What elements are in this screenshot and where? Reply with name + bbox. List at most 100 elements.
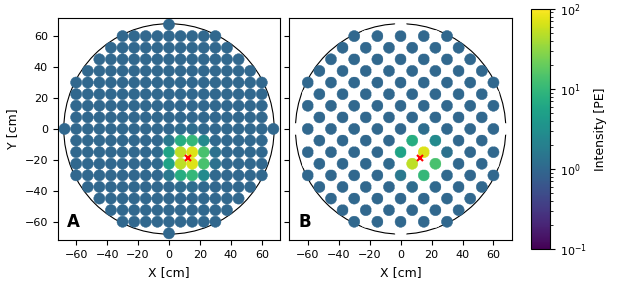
Circle shape: [360, 65, 371, 76]
Circle shape: [383, 54, 395, 65]
Circle shape: [129, 100, 140, 111]
Circle shape: [187, 181, 198, 193]
Circle shape: [430, 193, 441, 204]
Circle shape: [360, 112, 371, 123]
Circle shape: [395, 193, 406, 204]
Circle shape: [395, 216, 406, 227]
Circle shape: [326, 158, 337, 169]
Circle shape: [383, 65, 395, 76]
Circle shape: [117, 77, 128, 88]
Circle shape: [163, 135, 175, 146]
Circle shape: [349, 216, 360, 227]
Circle shape: [430, 42, 441, 53]
Circle shape: [326, 65, 337, 76]
Circle shape: [210, 181, 221, 193]
Circle shape: [140, 77, 151, 88]
Text: B: B: [298, 213, 311, 231]
Circle shape: [244, 100, 256, 111]
Y-axis label: Intensity [PE]: Intensity [PE]: [594, 87, 607, 171]
Circle shape: [442, 30, 452, 42]
Circle shape: [256, 158, 268, 169]
Circle shape: [82, 170, 93, 181]
Circle shape: [383, 123, 395, 134]
X-axis label: X [cm]: X [cm]: [380, 265, 421, 279]
Circle shape: [256, 112, 268, 123]
Circle shape: [163, 216, 175, 227]
Circle shape: [140, 123, 151, 134]
Circle shape: [326, 112, 337, 123]
Circle shape: [453, 135, 464, 146]
Circle shape: [476, 170, 488, 181]
Circle shape: [430, 181, 441, 193]
Circle shape: [106, 146, 116, 158]
Circle shape: [349, 77, 360, 88]
Circle shape: [210, 158, 221, 169]
Circle shape: [163, 205, 175, 216]
Circle shape: [163, 112, 175, 123]
Circle shape: [360, 181, 371, 193]
Circle shape: [372, 42, 383, 53]
Circle shape: [117, 146, 128, 158]
Circle shape: [175, 181, 186, 193]
Circle shape: [337, 146, 348, 158]
Circle shape: [163, 193, 175, 204]
Circle shape: [406, 100, 418, 111]
Circle shape: [326, 88, 337, 100]
Circle shape: [198, 123, 209, 134]
Circle shape: [476, 65, 488, 76]
Circle shape: [395, 42, 406, 53]
Circle shape: [129, 42, 140, 53]
Circle shape: [221, 88, 232, 100]
Circle shape: [82, 77, 93, 88]
Circle shape: [349, 65, 360, 76]
Circle shape: [70, 123, 82, 134]
Circle shape: [419, 170, 429, 181]
Circle shape: [221, 100, 232, 111]
Circle shape: [221, 146, 232, 158]
Circle shape: [187, 112, 198, 123]
Circle shape: [430, 54, 441, 65]
Circle shape: [210, 30, 221, 42]
Circle shape: [106, 77, 116, 88]
Circle shape: [129, 181, 140, 193]
Circle shape: [140, 30, 151, 42]
Circle shape: [406, 77, 418, 88]
Circle shape: [244, 135, 256, 146]
Circle shape: [465, 135, 476, 146]
Circle shape: [349, 170, 360, 181]
Circle shape: [314, 88, 325, 100]
Circle shape: [360, 100, 371, 111]
Circle shape: [175, 42, 186, 53]
Circle shape: [337, 100, 348, 111]
Circle shape: [442, 54, 452, 65]
Circle shape: [129, 158, 140, 169]
Circle shape: [406, 146, 418, 158]
Circle shape: [430, 112, 441, 123]
Circle shape: [140, 216, 151, 227]
Circle shape: [256, 146, 268, 158]
Circle shape: [163, 19, 175, 30]
Circle shape: [302, 123, 314, 134]
Circle shape: [465, 158, 476, 169]
Circle shape: [187, 65, 198, 76]
Circle shape: [198, 181, 209, 193]
Circle shape: [476, 123, 488, 134]
Circle shape: [406, 170, 418, 181]
Circle shape: [337, 112, 348, 123]
Circle shape: [198, 112, 209, 123]
X-axis label: X [cm]: X [cm]: [148, 265, 190, 279]
Circle shape: [70, 146, 82, 158]
Circle shape: [221, 205, 232, 216]
Circle shape: [210, 42, 221, 53]
Circle shape: [82, 135, 93, 146]
Circle shape: [117, 193, 128, 204]
Circle shape: [406, 30, 418, 42]
Circle shape: [419, 30, 429, 42]
Circle shape: [94, 65, 105, 76]
Circle shape: [187, 193, 198, 204]
Circle shape: [140, 112, 151, 123]
Circle shape: [210, 123, 221, 134]
Circle shape: [453, 112, 464, 123]
Circle shape: [221, 42, 232, 53]
Circle shape: [442, 216, 452, 227]
